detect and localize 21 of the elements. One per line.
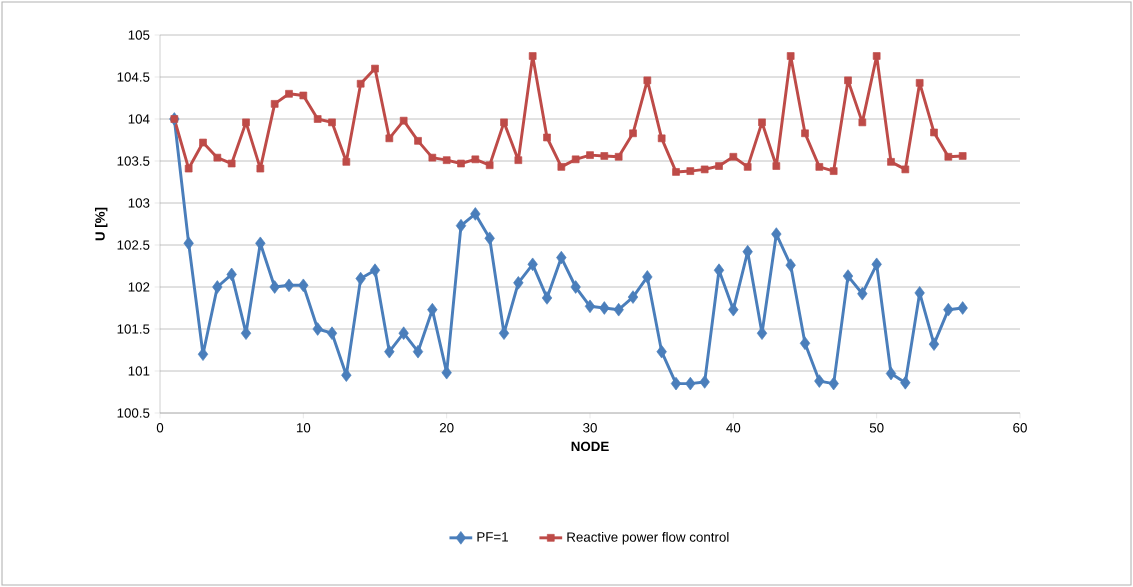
y-tick-label: 104.5	[117, 72, 150, 82]
x-axis-title: NODE	[571, 441, 609, 452]
legend-label: Reactive power flow control	[567, 532, 729, 545]
x-tick-label: 40	[726, 423, 741, 433]
x-tick-label: 10	[296, 423, 311, 433]
y-tick-label: 102.5	[117, 240, 150, 250]
y-tick-label: 101.5	[117, 324, 150, 334]
y-tick-label: 105	[128, 30, 150, 40]
y-tick-label: 102	[128, 282, 150, 292]
x-tick-label: 60	[1013, 423, 1027, 433]
y-tick-label: 103	[128, 198, 150, 208]
x-tick-label: 0	[156, 423, 164, 433]
y-tick-label: 101	[128, 366, 150, 376]
y-tick-label: 104	[128, 114, 150, 124]
y-tick-label: 100.5	[117, 408, 150, 418]
y-tick-label: 103.5	[117, 156, 150, 166]
x-tick-label: 30	[583, 423, 597, 433]
x-tick-label: 50	[869, 423, 884, 433]
legend-label: PF=1	[477, 532, 508, 542]
y-axis-title: U [%]	[95, 207, 108, 241]
x-tick-label: 20	[439, 423, 454, 433]
